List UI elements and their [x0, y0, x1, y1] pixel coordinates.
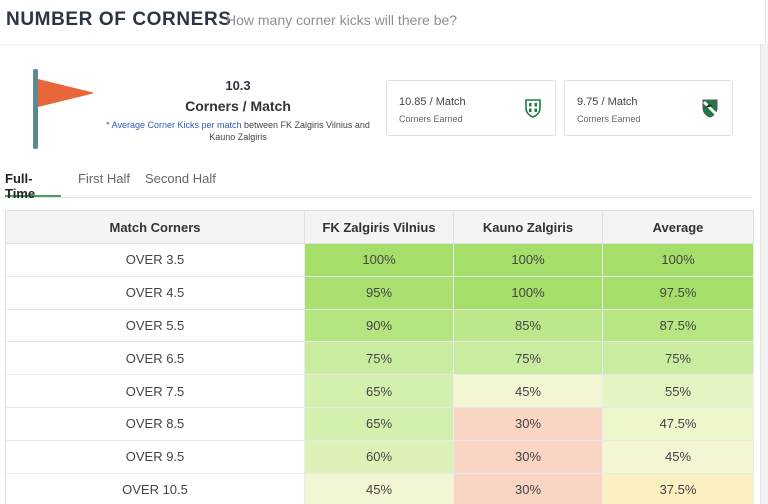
tab-first-half[interactable]: First Half: [78, 171, 130, 186]
row-label: OVER 9.5: [5, 440, 305, 474]
home-pct-cell: 100%: [304, 243, 454, 277]
tab-second-half[interactable]: Second Half: [145, 171, 216, 186]
section-subtitle: How many corner kicks will there be?: [226, 12, 458, 28]
team-card-away: 9.75 / Match Corners Earned: [564, 80, 733, 136]
away-pct-cell: 30%: [453, 407, 603, 441]
team-crest-icon: [525, 99, 541, 118]
average-pct-cell: 97.5%: [602, 276, 754, 310]
average-pct-cell: 47.5%: [602, 407, 754, 441]
away-pct-cell: 30%: [453, 473, 603, 504]
column-header-away-team: Kauno Zalgiris: [453, 210, 603, 244]
team-corners-label: Corners Earned: [577, 114, 641, 124]
average-pct-cell: 37.5%: [602, 473, 754, 504]
description-rest: between FK Zalgiris Vilnius and Kauno Za…: [209, 120, 370, 142]
table-row: OVER 10.5 45% 30% 37.5%: [5, 473, 754, 504]
home-pct-cell: 65%: [304, 374, 454, 408]
table-row: OVER 7.5 65% 45% 55%: [5, 374, 754, 408]
corners-per-match-value: 10.3: [225, 78, 251, 93]
table-row: OVER 4.5 95% 100% 97.5%: [5, 276, 754, 310]
average-pct-cell: 45%: [602, 440, 754, 474]
home-pct-cell: 75%: [304, 341, 454, 376]
home-pct-cell: 65%: [304, 407, 454, 441]
home-pct-cell: 60%: [304, 440, 454, 474]
corners-table: Match Corners FK Zalgiris Vilnius Kauno …: [5, 210, 754, 504]
average-pct-cell: 75%: [602, 341, 754, 376]
column-header-home-team: FK Zalgiris Vilnius: [304, 210, 454, 244]
table-row: OVER 8.5 65% 30% 47.5%: [5, 407, 754, 441]
row-label: OVER 7.5: [5, 374, 305, 408]
away-pct-cell: 100%: [453, 276, 603, 310]
away-pct-cell: 30%: [453, 440, 603, 474]
table-row: OVER 6.5 75% 75% 75%: [5, 341, 754, 376]
away-pct-cell: 45%: [453, 374, 603, 408]
table-row: OVER 9.5 60% 30% 45%: [5, 440, 754, 474]
home-pct-cell: 90%: [304, 309, 454, 343]
period-tabs: Full-Time First Half Second Half: [0, 169, 752, 201]
home-pct-cell: 95%: [304, 276, 454, 310]
description-highlight: * Average Corner Kicks per match: [106, 120, 242, 130]
average-pct-cell: 55%: [602, 374, 754, 408]
table-row: OVER 3.5 100% 100% 100%: [5, 243, 754, 277]
average-pct-cell: 87.5%: [602, 309, 754, 343]
away-pct-cell: 75%: [453, 341, 603, 376]
column-header-average: Average: [602, 210, 754, 244]
table-header-row: Match Corners FK Zalgiris Vilnius Kauno …: [5, 210, 754, 244]
scrollbar[interactable]: [760, 44, 768, 504]
corners-summary: 10.3 Corners / Match * Average Corner Ki…: [100, 78, 376, 143]
corner-flag-icon: [33, 69, 93, 149]
row-label: OVER 4.5: [5, 276, 305, 310]
row-label: OVER 10.5: [5, 473, 305, 504]
row-label: OVER 5.5: [5, 309, 305, 343]
team-corners-value: 9.75 / Match: [577, 96, 638, 108]
tab-full-time[interactable]: Full-Time: [5, 171, 61, 201]
corners-description: * Average Corner Kicks per match between…: [100, 119, 376, 143]
row-label: OVER 3.5: [5, 243, 305, 277]
table-row: OVER 5.5 90% 85% 87.5%: [5, 309, 754, 343]
section-title: NUMBER OF CORNERS: [6, 9, 232, 30]
away-pct-cell: 100%: [453, 243, 603, 277]
home-pct-cell: 45%: [304, 473, 454, 504]
away-pct-cell: 85%: [453, 309, 603, 343]
team-card-home: 10.85 / Match Corners Earned: [386, 80, 556, 136]
row-label: OVER 6.5: [5, 341, 305, 376]
team-crest-icon: [702, 99, 718, 118]
corners-per-match-label: Corners / Match: [185, 98, 291, 114]
team-corners-label: Corners Earned: [399, 114, 463, 124]
column-header-match-corners: Match Corners: [5, 210, 305, 244]
row-label: OVER 8.5: [5, 407, 305, 441]
team-corners-value: 10.85 / Match: [399, 96, 466, 108]
section-header: NUMBER OF CORNERS How many corner kicks …: [0, 0, 766, 44]
average-pct-cell: 100%: [602, 243, 754, 277]
